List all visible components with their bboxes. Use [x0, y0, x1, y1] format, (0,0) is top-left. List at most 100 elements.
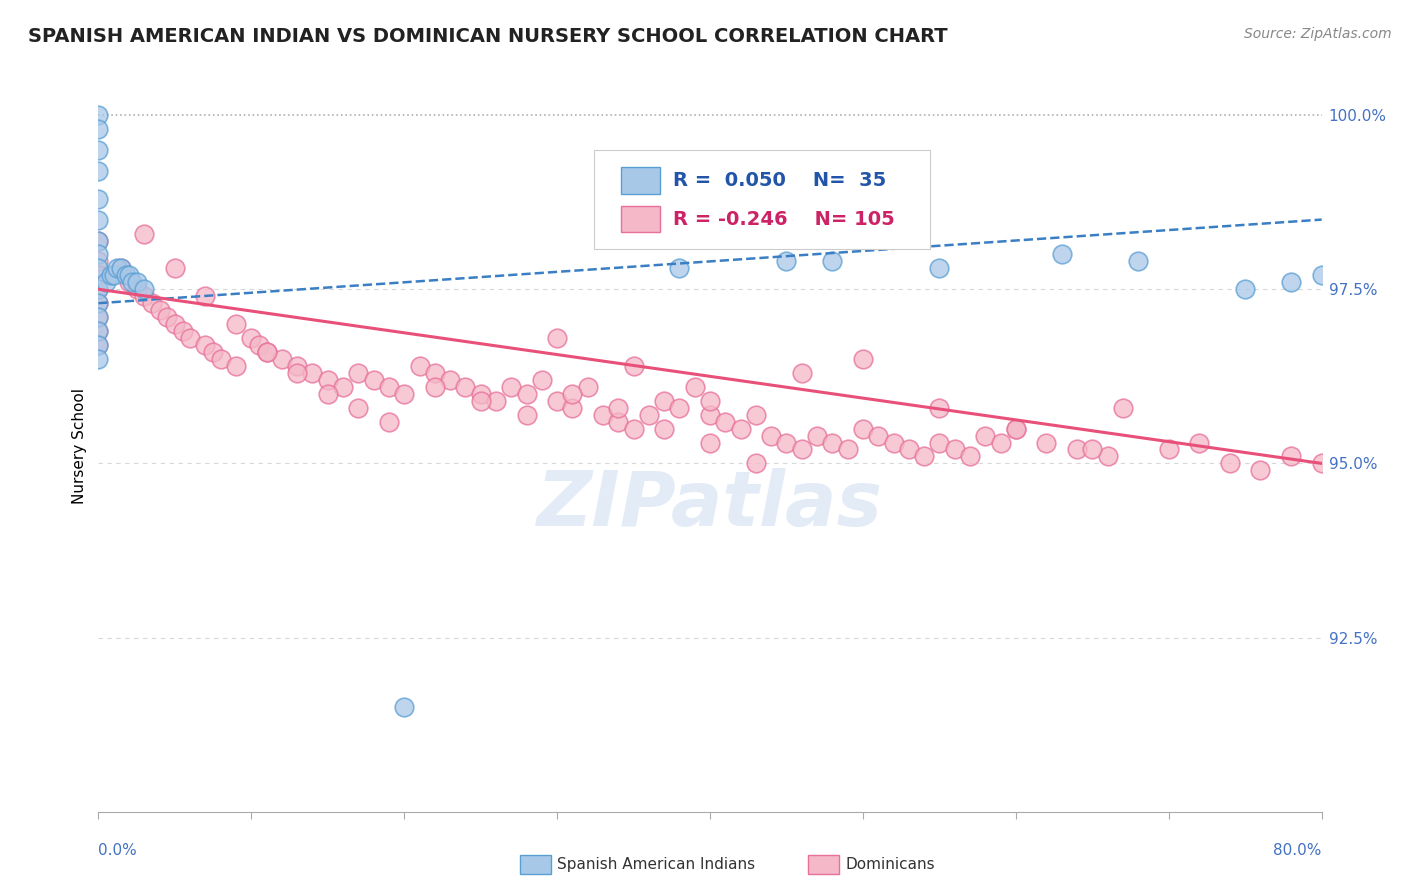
Point — [392, 700, 416, 714]
Point — [714, 415, 737, 429]
Point — [363, 373, 385, 387]
Point — [821, 435, 844, 450]
Point — [974, 428, 997, 442]
Point — [378, 380, 401, 394]
Point — [638, 408, 661, 422]
Point — [115, 268, 138, 283]
Point — [821, 254, 844, 268]
Point — [897, 442, 920, 457]
Point — [470, 393, 492, 408]
Point — [87, 324, 110, 338]
Point — [1234, 282, 1257, 296]
Point — [141, 296, 163, 310]
Point — [730, 421, 752, 435]
Point — [105, 261, 128, 276]
Point — [607, 415, 630, 429]
Point — [652, 421, 675, 435]
Point — [87, 212, 110, 227]
Point — [87, 122, 110, 136]
Point — [928, 401, 950, 415]
Point — [1004, 421, 1026, 435]
Point — [1081, 442, 1104, 457]
Point — [163, 261, 186, 276]
Text: 80.0%: 80.0% — [1274, 843, 1322, 858]
Y-axis label: Nursery School: Nursery School — [72, 388, 87, 504]
Point — [285, 359, 308, 373]
Point — [607, 401, 630, 415]
Text: R =  0.050    N=  35: R = 0.050 N= 35 — [673, 171, 887, 190]
Point — [699, 393, 721, 408]
Point — [156, 310, 179, 325]
Point — [1188, 435, 1211, 450]
Point — [87, 268, 110, 283]
Text: Dominicans: Dominicans — [845, 857, 935, 871]
Point — [699, 435, 721, 450]
Point — [87, 338, 110, 352]
Point — [87, 324, 110, 338]
Point — [516, 408, 538, 422]
Point — [118, 268, 141, 283]
Point — [316, 373, 339, 387]
Point — [745, 408, 768, 422]
Point — [316, 386, 339, 401]
Point — [623, 359, 645, 373]
Point — [546, 393, 568, 408]
Point — [225, 359, 247, 373]
Point — [110, 261, 132, 276]
Point — [87, 282, 110, 296]
Text: 0.0%: 0.0% — [98, 843, 138, 858]
Point — [576, 380, 599, 394]
Text: R = -0.246    N= 105: R = -0.246 N= 105 — [673, 210, 896, 228]
Point — [209, 351, 232, 366]
Point — [110, 261, 132, 276]
Point — [485, 393, 508, 408]
Point — [87, 234, 110, 248]
Point — [285, 366, 308, 380]
Point — [423, 380, 446, 394]
Point — [852, 351, 875, 366]
Point — [194, 338, 217, 352]
Point — [790, 366, 813, 380]
Point — [1279, 450, 1302, 464]
Point — [125, 282, 148, 296]
Text: Source: ZipAtlas.com: Source: ZipAtlas.com — [1244, 27, 1392, 41]
Point — [1310, 268, 1333, 283]
Point — [928, 261, 950, 276]
Point — [87, 310, 110, 325]
Point — [454, 380, 477, 394]
Point — [240, 331, 263, 345]
Point — [1112, 401, 1135, 415]
Point — [87, 247, 110, 261]
Point — [423, 366, 446, 380]
Point — [990, 435, 1012, 450]
Point — [87, 108, 110, 122]
Point — [470, 386, 492, 401]
Point — [592, 408, 614, 422]
Point — [1050, 247, 1073, 261]
Point — [179, 331, 201, 345]
Point — [121, 275, 143, 289]
Point — [87, 310, 110, 325]
Point — [546, 331, 568, 345]
Point — [561, 401, 583, 415]
Point — [301, 366, 323, 380]
Point — [347, 366, 370, 380]
Point — [87, 338, 110, 352]
Point — [1066, 442, 1088, 457]
Point — [247, 338, 270, 352]
Point — [516, 386, 538, 401]
FancyBboxPatch shape — [620, 206, 659, 233]
Point — [623, 421, 645, 435]
Point — [87, 192, 110, 206]
Text: ZIPatlas: ZIPatlas — [537, 467, 883, 541]
Point — [561, 386, 583, 401]
Point — [332, 380, 354, 394]
Point — [1157, 442, 1180, 457]
Text: SPANISH AMERICAN INDIAN VS DOMINICAN NURSERY SCHOOL CORRELATION CHART: SPANISH AMERICAN INDIAN VS DOMINICAN NUR… — [28, 27, 948, 45]
Point — [1128, 254, 1150, 268]
Point — [501, 380, 523, 394]
Point — [806, 428, 828, 442]
Point — [163, 317, 186, 331]
Point — [1279, 275, 1302, 289]
Point — [1250, 463, 1272, 477]
